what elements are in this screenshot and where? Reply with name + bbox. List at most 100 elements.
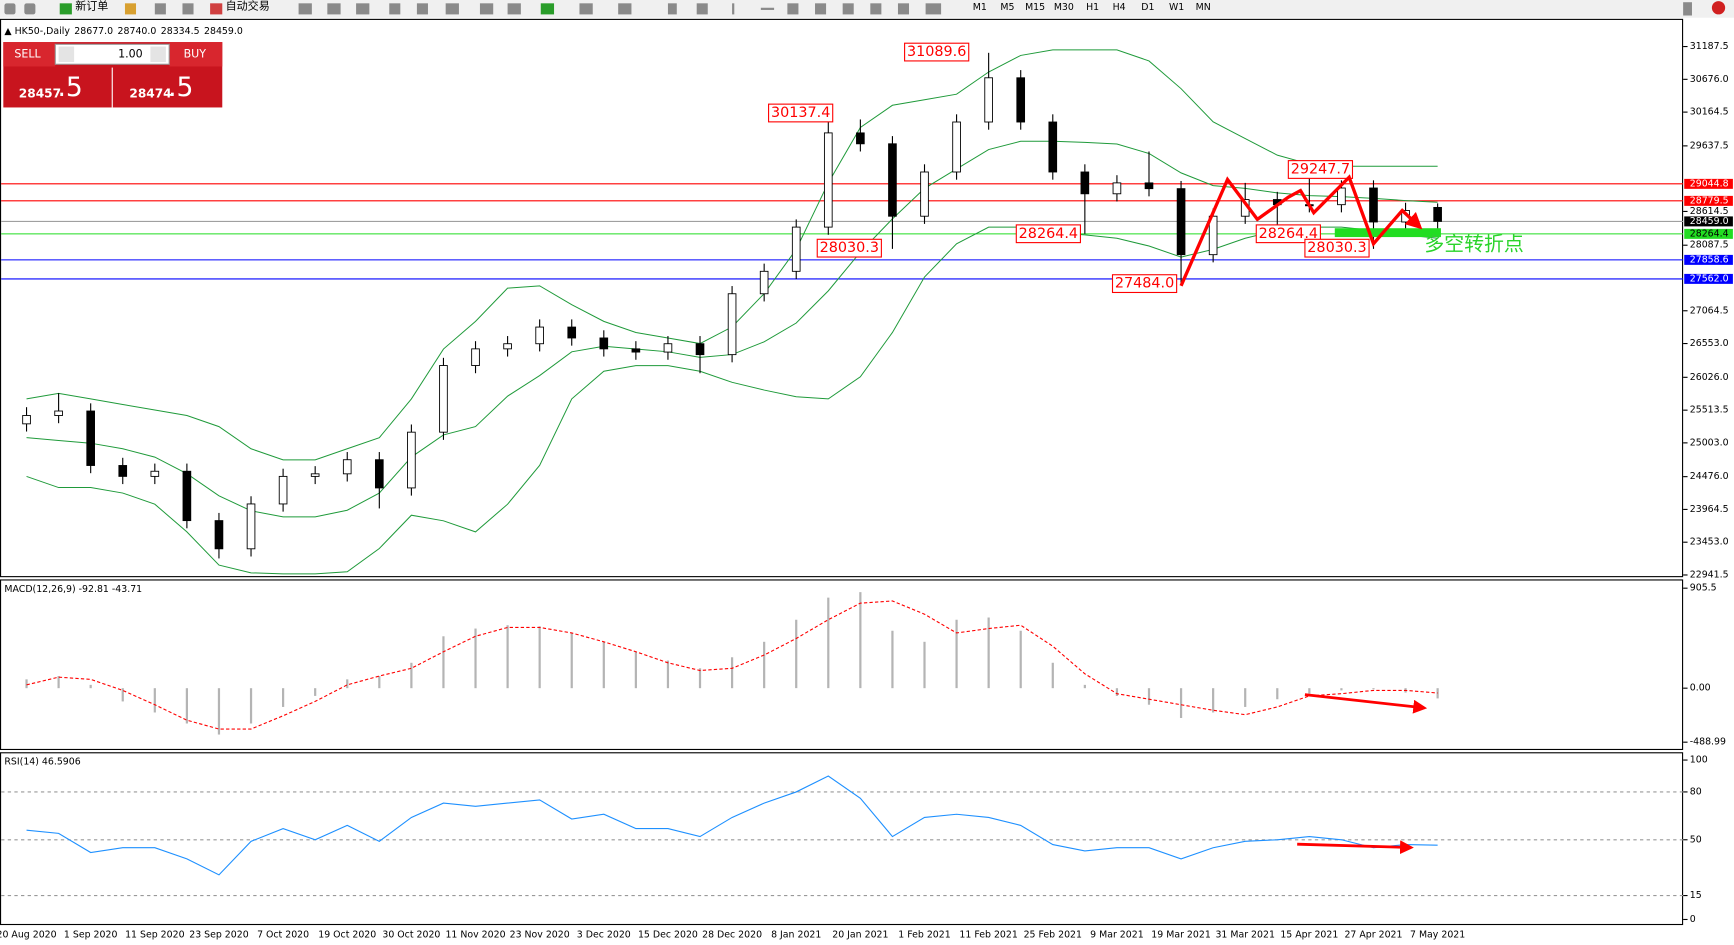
candle-body xyxy=(182,470,192,522)
candle-body xyxy=(310,473,320,477)
macd-panel xyxy=(0,579,1684,751)
price-label: 29044.8 xyxy=(1690,178,1729,189)
x-tick-label: 1 Feb 2021 xyxy=(898,930,950,941)
timeframe-button[interactable]: M5 xyxy=(1000,2,1014,13)
annotation: 28030.3 xyxy=(820,240,879,256)
toolbar xyxy=(0,0,1734,18)
price-label-bg xyxy=(1684,216,1733,227)
price-label: 27562.0 xyxy=(1690,273,1729,284)
annotation: 29247.7 xyxy=(1291,161,1350,177)
candle-body xyxy=(599,337,609,350)
candle-body xyxy=(342,459,352,475)
candle-body xyxy=(118,465,128,477)
y-tick-label: 50 xyxy=(1690,834,1702,845)
timeframe-button[interactable]: W1 xyxy=(1169,2,1184,13)
candle-body xyxy=(791,226,801,272)
timeframe-button[interactable]: D1 xyxy=(1141,2,1154,13)
x-tick-label: 15 Dec 2020 xyxy=(638,930,698,941)
x-tick-label: 19 Oct 2020 xyxy=(318,930,376,941)
x-tick-label: 20 Jan 2021 xyxy=(832,930,888,941)
macd-signal xyxy=(26,600,1438,730)
y-tick-label: 0.00 xyxy=(1690,683,1711,694)
volume[interactable]: 1.00 xyxy=(118,47,143,60)
x-tick-label: 23 Nov 2020 xyxy=(510,930,570,941)
price-label-bg xyxy=(1684,228,1733,239)
candle-body xyxy=(1080,171,1090,195)
candle-body xyxy=(246,503,256,550)
x-tick-label: 11 Sep 2020 xyxy=(125,930,184,941)
candle-body xyxy=(1112,182,1122,195)
price-label-bg xyxy=(1684,273,1733,284)
annotation: 27484.0 xyxy=(1115,276,1174,292)
candle-body xyxy=(150,470,160,477)
bid-main: 28457 xyxy=(19,87,61,101)
rsi-arrow xyxy=(1297,840,1414,855)
y-tick-label: 30164.5 xyxy=(1690,107,1729,118)
rsi-panel xyxy=(0,752,1684,926)
annotation-box xyxy=(1287,160,1354,179)
candle-body xyxy=(1144,182,1154,190)
timeframe-button[interactable]: M1 xyxy=(973,2,987,13)
timeframe-button[interactable]: MN xyxy=(1196,2,1211,13)
timeframe-button[interactable]: H4 xyxy=(1113,2,1126,13)
y-tick-label: -488.99 xyxy=(1690,737,1726,748)
sell-label[interactable]: SELL xyxy=(14,47,41,60)
header-icon: ▲ xyxy=(4,26,14,37)
candle-body xyxy=(856,132,865,145)
candle-body xyxy=(439,365,448,433)
timeframe-button[interactable]: M30 xyxy=(1054,2,1074,13)
y-tick-label: 26553.0 xyxy=(1690,338,1729,349)
chart-header: ▲ HK50-,Daily 28677.0 28740.0 28334.5 28459.… xyxy=(4,26,242,37)
timeframe-button[interactable]: H1 xyxy=(1086,2,1099,13)
x-tick-label: 30 Oct 2020 xyxy=(382,930,440,941)
toolbar-icons xyxy=(4,1,1726,16)
candle-body xyxy=(984,77,993,123)
x-tick-label: 9 Mar 2021 xyxy=(1090,930,1144,941)
annotation-box xyxy=(1304,238,1370,258)
plots: 31187.5 30676.0 30164.5 29637.5 28614.5 28087… xyxy=(0,41,1733,941)
annotation: 28264.4 xyxy=(1019,226,1078,242)
candle-body xyxy=(374,459,384,489)
candle-body xyxy=(727,293,737,356)
candle-body xyxy=(888,143,897,217)
buy-label[interactable]: BUY xyxy=(184,47,207,60)
y-tick-label: 100 xyxy=(1690,755,1708,766)
x-tick-label: 11 Nov 2020 xyxy=(445,930,505,941)
candle-body xyxy=(1048,121,1058,173)
candle-body xyxy=(503,343,512,350)
turning-zone xyxy=(1334,228,1441,238)
timeframes: M1 M5 M15 M30 H1 H4 D1 W1 MN xyxy=(973,2,1211,13)
price-label-bg xyxy=(1684,195,1733,206)
price-label: 28264.4 xyxy=(1690,228,1729,239)
candle-body xyxy=(759,270,769,295)
x-tick-label: 15 Apr 2021 xyxy=(1280,930,1338,941)
ohlc-open: 28677.0 xyxy=(74,26,113,37)
annotation: 28030.3 xyxy=(1307,240,1366,256)
sell-button[interactable] xyxy=(3,42,56,67)
buy-button[interactable] xyxy=(169,42,223,67)
timeframe-button[interactable]: M15 xyxy=(1025,2,1045,13)
candle-body xyxy=(567,326,577,339)
macd-title: MACD(12,26,9) -92.81 -43.71 xyxy=(4,584,142,595)
x-tick-label: 19 Mar 2021 xyxy=(1151,930,1211,941)
x-tick-label: 11 Feb 2021 xyxy=(959,930,1017,941)
candle-body xyxy=(214,520,224,550)
rsi-title: RSI(14) 46.5906 xyxy=(4,757,80,768)
symbol: HK50-,Daily xyxy=(15,26,71,37)
y-tick-label: 23964.5 xyxy=(1690,504,1729,515)
y-tick-label: 24476.0 xyxy=(1690,471,1729,482)
trade-panel: SELL BUY 1.00 28457 .5 28474 .5 xyxy=(3,42,223,108)
signal-text: 多空转折点 xyxy=(1424,232,1523,255)
y-tick-label: 905.5 xyxy=(1690,583,1717,594)
ask-main: 28474 xyxy=(129,87,171,101)
candle-body xyxy=(631,348,641,353)
auto-trading-button[interactable]: 自动交易 xyxy=(226,0,270,13)
candle-body xyxy=(695,343,705,356)
x-tick-label: 20 Aug 2020 xyxy=(0,930,57,941)
y-tick-label: 27064.5 xyxy=(1690,305,1729,316)
new-order-button[interactable]: 新订单 xyxy=(75,0,108,13)
annotation: 30137.4 xyxy=(771,105,830,121)
price-label: 27858.6 xyxy=(1690,254,1729,265)
x-tick-label: 8 Jan 2021 xyxy=(771,930,821,941)
macd-arrow xyxy=(1304,693,1428,714)
